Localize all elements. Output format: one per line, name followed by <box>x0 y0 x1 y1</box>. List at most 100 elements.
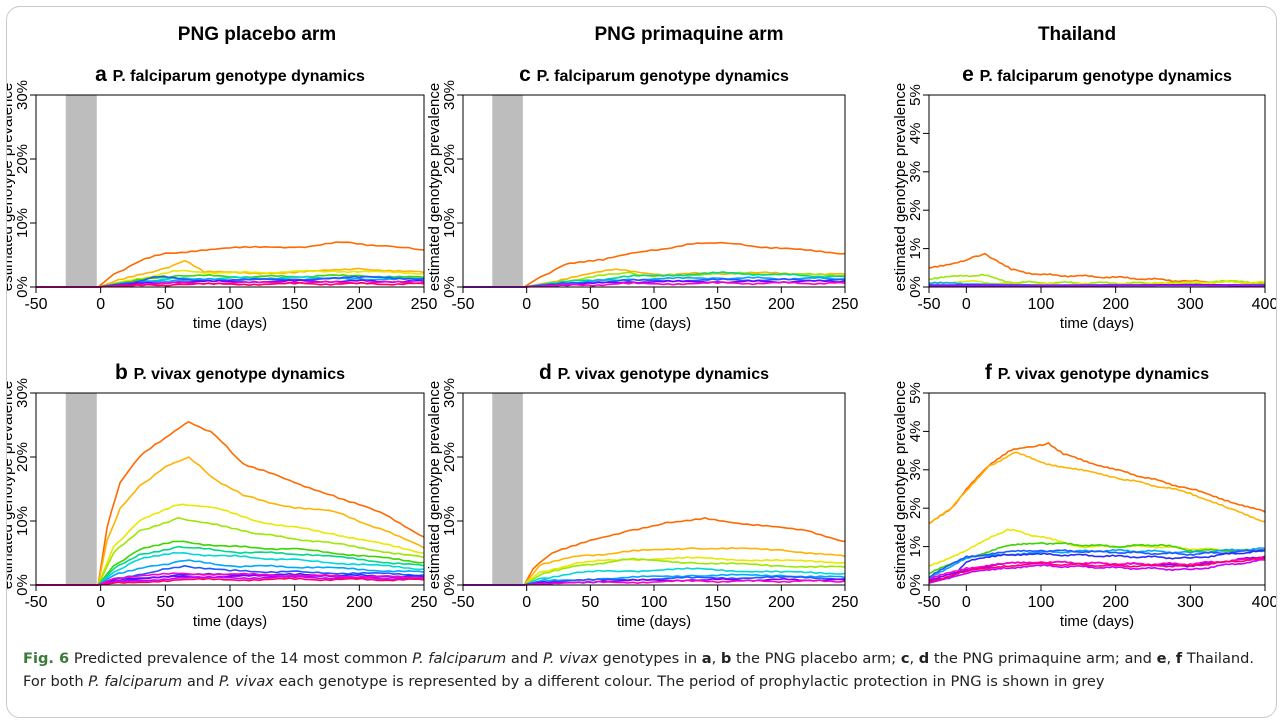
y-axis-label: estimated genotype prevalence <box>892 83 909 291</box>
x-tick-label: 250 <box>411 594 438 611</box>
panel-title-text: P. vivax genotype dynamics <box>134 366 345 383</box>
caption-text: P. falciparum <box>88 673 183 690</box>
prophylaxis-shading <box>492 95 523 287</box>
x-tick-label: -50 <box>24 594 47 611</box>
y-tick-label: 30% <box>441 80 458 110</box>
y-tick-label: 0% <box>441 276 458 298</box>
series-line <box>36 456 425 586</box>
x-tick-label: 50 <box>581 296 599 313</box>
y-axis-label: estimated genotype prevalence <box>7 381 16 589</box>
y-tick-label: 20% <box>14 442 31 472</box>
series-line <box>929 284 1265 287</box>
panel-e: -50 0 100 200 300 400 0% 1% 2% 3% 4% 5% time (days) e… <box>892 63 1277 332</box>
y-tick-label: 20% <box>441 144 458 174</box>
caption-text: each genotype is represented by a differ… <box>273 673 1105 690</box>
panel-title: f P. vivax genotype dynamics <box>985 361 1209 384</box>
x-tick-label: 150 <box>704 296 731 313</box>
x-tick-label: 200 <box>346 296 373 313</box>
panel-title-text: P. falciparum genotype dynamics <box>537 68 789 85</box>
y-tick-label: 10% <box>14 208 31 238</box>
series-line <box>928 556 1266 583</box>
caption-text: d <box>918 650 930 667</box>
series-line <box>36 572 425 586</box>
x-tick-label: 100 <box>1028 594 1055 611</box>
series-line <box>928 451 1266 525</box>
x-axis-label: time (days) <box>1060 315 1134 332</box>
series-line <box>928 557 1266 580</box>
panel-a: -50 0 50 100 150 200 250 0% 10% 20% 30% time (days)… <box>7 63 437 332</box>
x-axis-label: time (days) <box>193 613 267 630</box>
x-axis-label: time (days) <box>617 315 691 332</box>
series-line <box>463 547 846 586</box>
caption-text: e <box>1156 650 1167 667</box>
panel-f: -50 0 100 200 300 400 0% 1% 2% 3% 4% 5% time (days) e… <box>892 361 1276 630</box>
x-tick-label: -50 <box>451 296 474 313</box>
y-tick-label: 5% <box>907 382 924 404</box>
x-axis-label: time (days) <box>1060 613 1134 630</box>
x-tick-label: 200 <box>1102 296 1129 313</box>
panel-c: -50 0 50 100 150 200 250 0% 10% 20% 30% time (days)… <box>426 63 858 332</box>
x-tick-label: 100 <box>217 296 244 313</box>
caption-text: Predicted prevalence of the 14 most comm… <box>69 650 413 667</box>
caption-text: , <box>711 650 721 667</box>
y-tick-label: 3% <box>907 459 924 481</box>
panel-title: e P. falciparum genotype dynamics <box>962 63 1232 86</box>
x-tick-label: 200 <box>346 594 373 611</box>
y-tick-label: 0% <box>14 574 31 596</box>
x-tick-label: 0 <box>962 296 971 313</box>
panel-title: a P. falciparum genotype dynamics <box>95 63 365 86</box>
panel-b: -50 0 50 100 150 200 250 0% 10% 20% 30% time (days)… <box>7 361 437 630</box>
y-tick-label: 0% <box>907 574 924 596</box>
panel-letter: e <box>962 63 980 86</box>
series-line <box>928 252 1266 285</box>
x-tick-label: 100 <box>1028 296 1055 313</box>
panel-letter: a <box>95 63 113 86</box>
y-tick-label: 3% <box>907 161 924 183</box>
y-tick-label: 30% <box>441 378 458 408</box>
caption-text: and <box>182 673 219 690</box>
y-tick-label: 0% <box>441 574 458 596</box>
x-tick-label: 300 <box>1177 594 1204 611</box>
x-tick-label: 0 <box>96 296 105 313</box>
series-line <box>463 557 846 586</box>
caption-figure-label: Fig. 6 <box>23 650 70 667</box>
series-line <box>928 273 1266 285</box>
x-tick-label: 50 <box>156 594 174 611</box>
caption-text: f <box>1175 650 1183 667</box>
prophylaxis-shading <box>65 95 97 287</box>
caption-text: , <box>909 650 919 667</box>
y-tick-label: 1% <box>907 238 924 260</box>
y-tick-label: 30% <box>14 378 31 408</box>
caption-text: the PNG primaquine arm; and <box>929 650 1157 667</box>
panel-title: b P. vivax genotype dynamics <box>115 361 345 384</box>
series-line <box>463 517 846 586</box>
figure-frame: PNG placebo arm PNG primaquine arm Thail… <box>6 6 1277 718</box>
y-tick-label: 4% <box>907 123 924 145</box>
plot-border <box>928 94 1266 288</box>
caption-text: and <box>506 650 543 667</box>
x-tick-label: 0 <box>96 594 105 611</box>
x-tick-label: 400 <box>1252 296 1277 313</box>
panel-title-text: P. vivax genotype dynamics <box>998 366 1209 383</box>
x-axis-label: time (days) <box>193 315 267 332</box>
x-tick-label: -50 <box>451 594 474 611</box>
y-tick-label: 2% <box>907 497 924 519</box>
x-tick-label: 250 <box>832 296 859 313</box>
x-tick-label: 150 <box>281 296 308 313</box>
caption-text: the PNG placebo arm; <box>731 650 901 667</box>
x-tick-label: 50 <box>156 296 174 313</box>
series-line <box>928 528 1266 567</box>
caption-text: P. falciparum <box>412 650 507 667</box>
series-line <box>928 558 1266 584</box>
y-axis-label: estimated genotype prevalence <box>7 83 16 291</box>
panel-title: c P. falciparum genotype dynamics <box>519 63 789 86</box>
x-tick-label: 100 <box>641 296 668 313</box>
y-tick-label: 1% <box>907 536 924 558</box>
caption-text: , <box>1166 650 1176 667</box>
panel-title-text: P. falciparum genotype dynamics <box>113 68 365 85</box>
series-line <box>36 517 425 586</box>
series-line <box>928 542 1266 575</box>
x-tick-label: 250 <box>832 594 859 611</box>
y-tick-label: 5% <box>907 84 924 106</box>
